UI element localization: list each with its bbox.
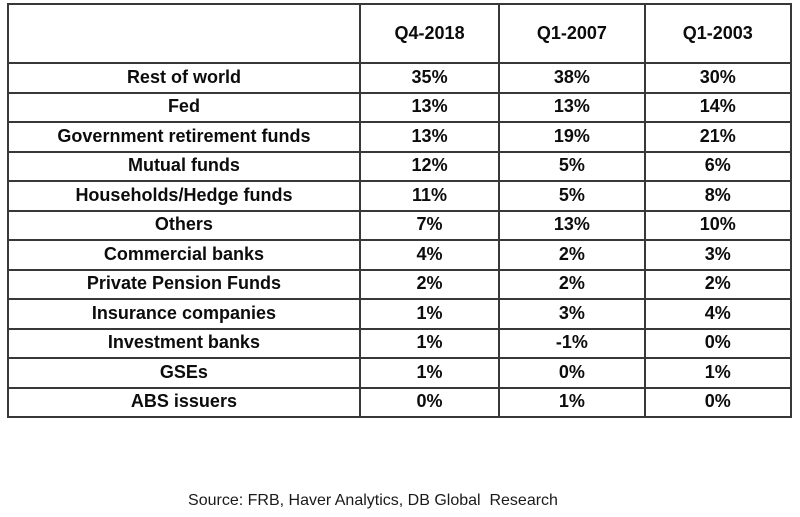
column-header-empty — [7, 3, 361, 64]
row-label: Fed — [7, 91, 361, 123]
row-label: Private Pension Funds — [7, 268, 361, 300]
value-cell: 2% — [643, 268, 793, 300]
header-row: Q4-2018 Q1-2007 Q1-2003 — [7, 3, 793, 64]
value-cell: 5% — [498, 150, 646, 182]
row-label: ABS issuers — [7, 386, 361, 418]
value-cell: 0% — [358, 386, 501, 418]
value-cell: 1% — [358, 357, 501, 389]
table-row: GSEs 1% 0% 1% — [7, 357, 793, 389]
value-cell: 13% — [358, 91, 501, 123]
table-row: Commercial banks 4% 2% 3% — [7, 239, 793, 271]
row-label: Mutual funds — [7, 150, 361, 182]
row-label: Others — [7, 209, 361, 241]
value-cell: 1% — [358, 298, 501, 330]
value-cell: 35% — [358, 62, 501, 94]
value-cell: 11% — [358, 180, 501, 212]
row-label: Households/Hedge funds — [7, 180, 361, 212]
table-row: Private Pension Funds 2% 2% 2% — [7, 268, 793, 300]
value-cell: 0% — [643, 386, 793, 418]
source-note: Source: FRB, Haver Analytics, DB Global … — [188, 492, 558, 509]
value-cell: 1% — [358, 327, 501, 359]
value-cell: 4% — [358, 239, 501, 271]
value-cell: 5% — [498, 180, 646, 212]
table-row: Others 7% 13% 10% — [7, 209, 793, 241]
value-cell: 6% — [643, 150, 793, 182]
value-cell: 14% — [643, 91, 793, 123]
table-row: Mutual funds 12% 5% 6% — [7, 150, 793, 182]
value-cell: 10% — [643, 209, 793, 241]
row-label: GSEs — [7, 357, 361, 389]
row-label: Rest of world — [7, 62, 361, 94]
value-cell: 3% — [498, 298, 646, 330]
column-header-q1-2007: Q1-2007 — [498, 3, 646, 64]
value-cell: 2% — [498, 239, 646, 271]
treasury-holders-table: Q4-2018 Q1-2007 Q1-2003 Rest of world 35… — [7, 3, 793, 418]
row-label: Commercial banks — [7, 239, 361, 271]
value-cell: 38% — [498, 62, 646, 94]
value-cell: 30% — [643, 62, 793, 94]
value-cell: 13% — [498, 209, 646, 241]
value-cell: 19% — [498, 121, 646, 153]
value-cell: 2% — [498, 268, 646, 300]
value-cell: -1% — [498, 327, 646, 359]
table-row: ABS issuers 0% 1% 0% — [7, 386, 793, 418]
value-cell: 0% — [643, 327, 793, 359]
row-label: Investment banks — [7, 327, 361, 359]
value-cell: 12% — [358, 150, 501, 182]
value-cell: 0% — [498, 357, 646, 389]
value-cell: 13% — [498, 91, 646, 123]
value-cell: 1% — [498, 386, 646, 418]
column-header-q4-2018: Q4-2018 — [358, 3, 501, 64]
value-cell: 7% — [358, 209, 501, 241]
table-row: Rest of world 35% 38% 30% — [7, 62, 793, 94]
row-label: Insurance companies — [7, 298, 361, 330]
table-row: Fed 13% 13% 14% — [7, 91, 793, 123]
value-cell: 8% — [643, 180, 793, 212]
table-row: Government retirement funds 13% 19% 21% — [7, 121, 793, 153]
value-cell: 21% — [643, 121, 793, 153]
value-cell: 3% — [643, 239, 793, 271]
value-cell: 2% — [358, 268, 501, 300]
column-header-q1-2003: Q1-2003 — [643, 3, 793, 64]
row-label: Government retirement funds — [7, 121, 361, 153]
table-row: Investment banks 1% -1% 0% — [7, 327, 793, 359]
value-cell: 13% — [358, 121, 501, 153]
table-row: Insurance companies 1% 3% 4% — [7, 298, 793, 330]
value-cell: 4% — [643, 298, 793, 330]
value-cell: 1% — [643, 357, 793, 389]
table-row: Households/Hedge funds 11% 5% 8% — [7, 180, 793, 212]
